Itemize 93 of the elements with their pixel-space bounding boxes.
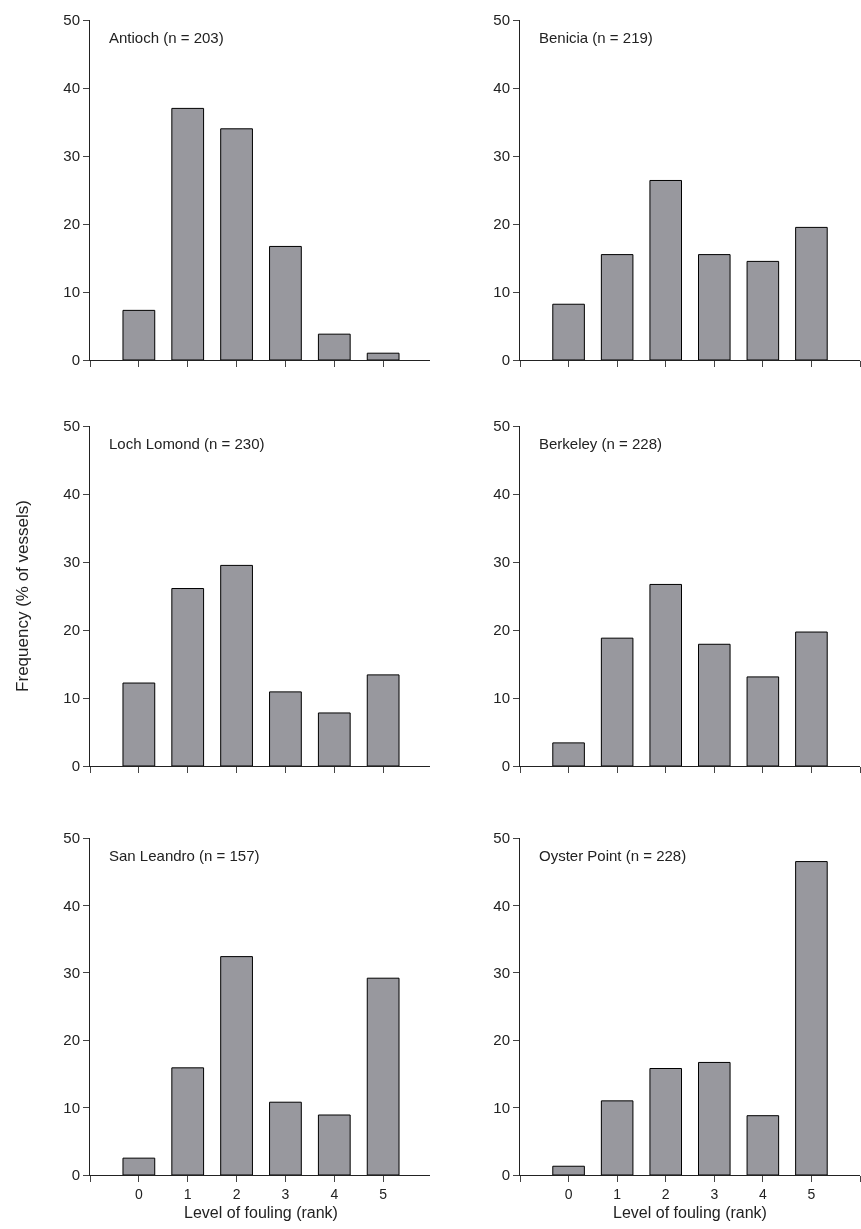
y-tick-label: 30 [63, 147, 80, 165]
bar [649, 1068, 682, 1175]
x-tick-label: 2 [661, 1185, 670, 1202]
bar [171, 1067, 205, 1175]
x-axis-title: Level of fouling (rank) [184, 1204, 338, 1222]
y-tick-label: 0 [501, 351, 510, 369]
bar [698, 643, 731, 766]
y-tick-label: 50 [493, 11, 510, 29]
y-tick-label: 10 [63, 1098, 80, 1116]
bar [317, 712, 351, 766]
y-tick-label: 10 [493, 1098, 510, 1116]
y-tick-label: 40 [493, 896, 510, 914]
bar [600, 1100, 634, 1175]
y-tick-label: 20 [493, 1031, 510, 1049]
bar [795, 861, 828, 1175]
y-tick-label: 10 [63, 689, 80, 707]
y-tick-label: 50 [63, 11, 80, 29]
bar [171, 107, 205, 360]
x-tick-label: 4 [758, 1185, 767, 1202]
y-tick-label: 40 [63, 79, 80, 97]
y-tick-label: 30 [63, 964, 80, 982]
bar [552, 1165, 585, 1175]
bar [698, 254, 731, 360]
y-tick-label: 0 [71, 1166, 80, 1184]
y-tick-label: 30 [493, 964, 510, 982]
y-tick-label: 50 [63, 829, 80, 847]
y-tick-label: 40 [63, 485, 80, 503]
x-tick-label: 5 [379, 1185, 388, 1202]
bar [269, 245, 302, 360]
y-tick-label: 50 [493, 417, 510, 435]
y-tick-label: 40 [493, 485, 510, 503]
y-tick-label: 20 [63, 621, 80, 639]
text: San Leandro (n = 157) [109, 847, 260, 864]
x-tick-label: 0 [564, 1185, 573, 1202]
x-tick-label: 1 [613, 1185, 622, 1202]
bar [552, 742, 585, 766]
bar [220, 564, 253, 766]
text: Benicia (n = 219) [539, 29, 653, 46]
bar [795, 226, 828, 360]
bar [122, 309, 156, 360]
y-tick-label: 40 [63, 896, 80, 914]
x-tick-label: 3 [710, 1185, 719, 1202]
y-tick-label: 10 [493, 689, 510, 707]
bar [600, 637, 634, 766]
y-tick-label: 50 [63, 417, 80, 435]
text: Antioch (n = 203) [109, 29, 224, 46]
x-tick-label: 0 [134, 1185, 143, 1202]
bar [171, 588, 205, 766]
bar [600, 254, 634, 360]
y-tick-label: 0 [71, 351, 80, 369]
bar [698, 1061, 731, 1175]
y-tick-label: 20 [63, 1031, 80, 1049]
text: Oyster Point (n = 228) [539, 847, 687, 864]
bar [795, 631, 828, 766]
bar [220, 128, 253, 360]
bar [649, 583, 682, 766]
bar [317, 1114, 351, 1175]
y-tick-label: 0 [71, 757, 80, 775]
bar [317, 333, 351, 360]
text: Berkeley (n = 228) [539, 435, 662, 452]
bar [366, 352, 400, 360]
bar [746, 676, 780, 766]
x-tick-label: 2 [232, 1185, 241, 1202]
x-tick-label: 4 [330, 1185, 339, 1202]
y-tick-label: 20 [493, 621, 510, 639]
x-tick-label: 3 [281, 1185, 290, 1202]
y-tick-label: 20 [493, 215, 510, 233]
y-tick-label: 10 [493, 283, 510, 301]
y-tick-label: 10 [63, 283, 80, 301]
x-tick-label: 5 [807, 1185, 816, 1202]
bar [746, 1115, 780, 1175]
bar [746, 260, 780, 360]
bar [122, 682, 156, 766]
y-tick-label: 0 [501, 1166, 510, 1184]
bar [220, 956, 253, 1175]
bar [122, 1157, 156, 1175]
bar [366, 674, 400, 766]
y-axis-title: Frequency (% of vessels) [12, 500, 32, 692]
bar [649, 179, 682, 360]
x-axis-title: Level of fouling (rank) [613, 1204, 767, 1222]
y-tick-label: 20 [63, 215, 80, 233]
y-tick-label: 50 [493, 829, 510, 847]
bar [366, 977, 400, 1175]
y-tick-label: 40 [493, 79, 510, 97]
bar [269, 1101, 302, 1175]
bar [552, 303, 585, 360]
y-tick-label: 30 [63, 553, 80, 571]
y-tick-label: 30 [493, 553, 510, 571]
y-tick-label: 30 [493, 147, 510, 165]
y-tick-label: 0 [501, 757, 510, 775]
text: Loch Lomond (n = 230) [109, 435, 265, 452]
x-tick-label: 1 [183, 1185, 192, 1202]
bar [269, 691, 302, 766]
